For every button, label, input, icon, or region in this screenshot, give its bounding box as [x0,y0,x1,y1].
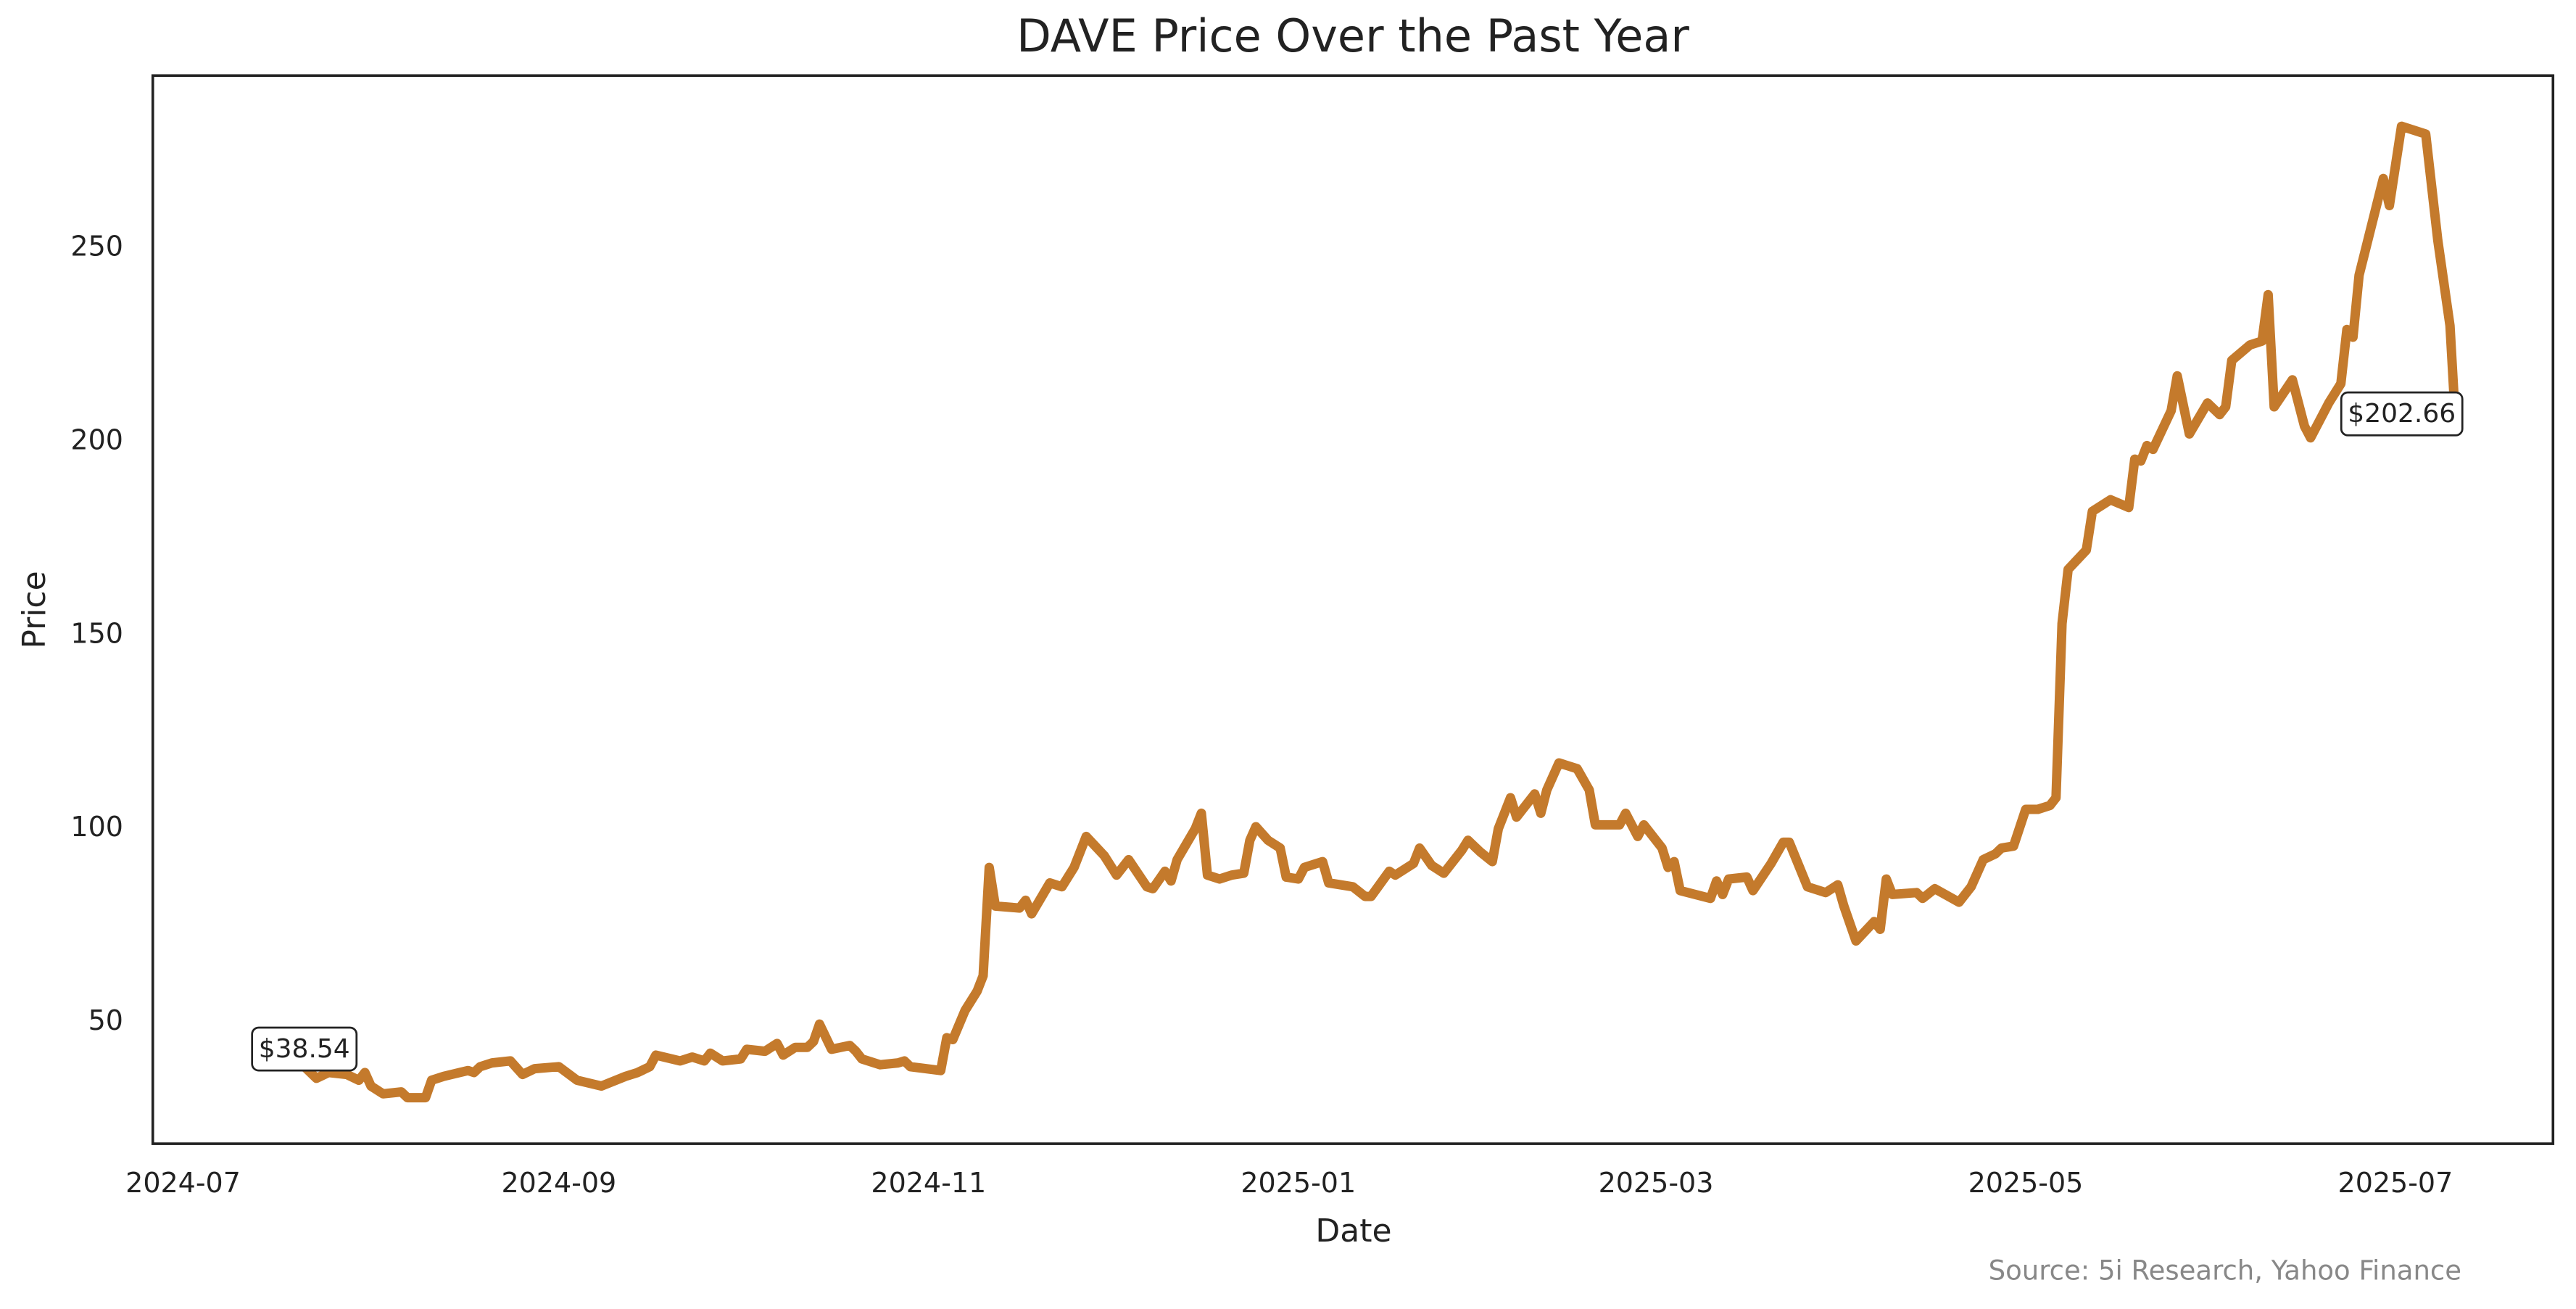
x-tick-label: 2025-07 [2338,1167,2453,1199]
price-line [299,121,2461,1103]
y-tick-label: 50 [88,1004,123,1036]
y-tick-label: 150 [70,617,123,649]
x-tick-label: 2025-01 [1241,1167,1356,1199]
source-note: Source: 5i Research, Yahoo Finance [1989,1255,2461,1287]
y-tick-label: 200 [70,424,123,456]
chart-title: DAVE Price Over the Past Year [1016,9,1689,62]
y-axis-label: Price [16,571,53,648]
x-tick-label: 2025-03 [1599,1167,1714,1199]
x-tick-label: 2024-09 [501,1167,616,1199]
x-tick-label: 2024-07 [125,1167,241,1199]
annotation-box [251,1026,358,1072]
plot-frame [151,74,2555,1145]
y-tick-label: 100 [70,811,123,843]
x-axis-label: Date [1315,1213,1391,1250]
annotation-label: $38.54 [259,1034,350,1064]
x-tick-label: 2025-05 [1968,1167,2084,1199]
annotation-box [2340,391,2464,437]
x-tick-label: 2024-11 [871,1167,986,1199]
y-tick-label: 250 [70,231,123,263]
annotation-label: $202.66 [2348,399,2456,429]
